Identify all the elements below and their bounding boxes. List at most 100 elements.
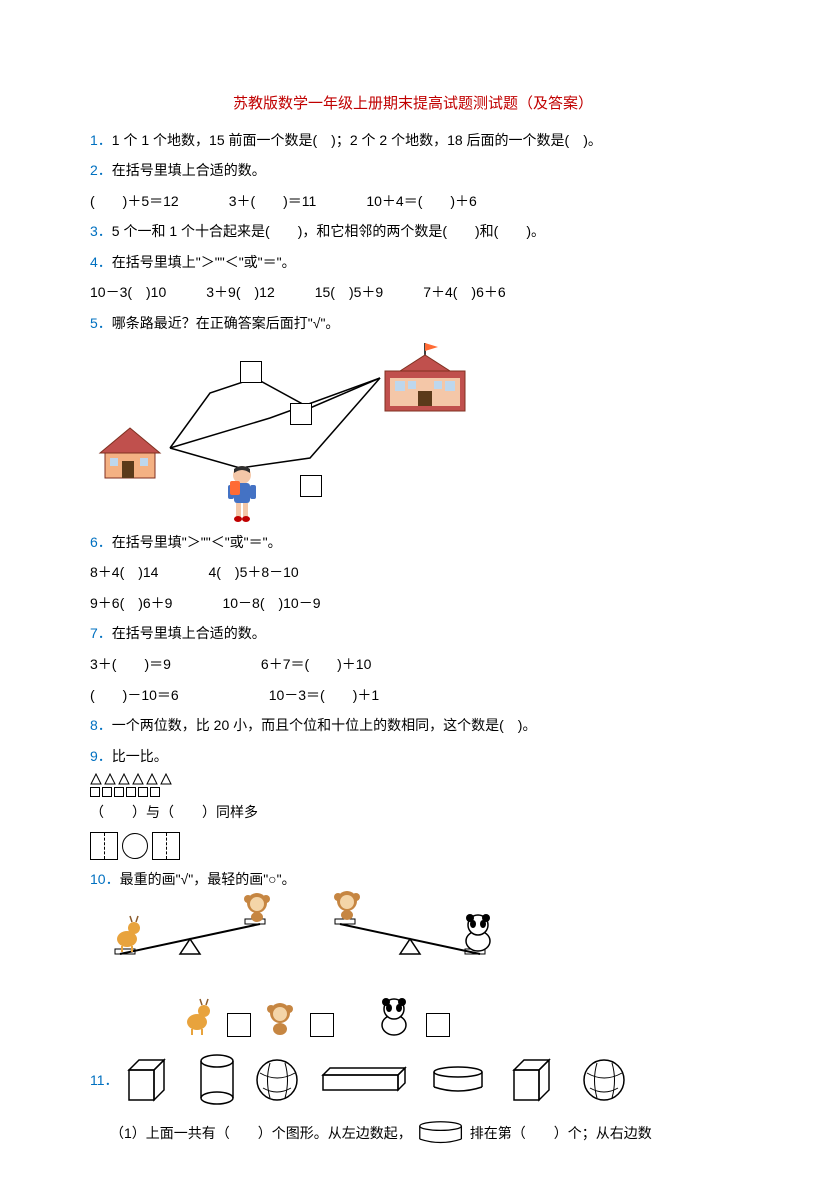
q6-row1: 8＋4( )14 4( )5＋8－10 [90,559,736,586]
q7-r1e2: 6＋7＝( )＋10 [261,651,371,678]
path-checkbox-3[interactable] [300,475,322,497]
triangle-icon [146,773,158,785]
flat-cylinder-icon [431,1065,486,1095]
split-rect-icon [90,832,118,860]
panda-icon [374,995,414,1037]
q7-r2e1: ( )－10＝6 [90,682,179,709]
q6-r2e1: 9＋6( )6＋9 [90,590,172,617]
cube-icon [504,1055,564,1105]
square-icon [90,787,100,797]
deer-icon [180,997,215,1037]
q7-row1: 3＋( )＝9 6＋7＝( )＋10 [90,651,736,678]
q3-num: 3． [90,223,112,239]
sphere-icon [582,1058,627,1103]
q5-diagram [90,343,470,523]
q9-text: 比一比。 [112,748,168,764]
square-icon [126,787,136,797]
q4-expressions: 10－3( )10 3＋9( )12 15( )5＋9 7＋4( )6＋6 [90,279,736,306]
question-9: 9．比一比。 [90,743,736,770]
square-icon [102,787,112,797]
q6-r2e2: 10－8( )10－9 [222,590,320,617]
triangle-icon [104,773,116,785]
q2-expressions: ( )＋5＝12 3＋( )＝11 10＋4＝( )＋6 [90,188,736,215]
q6-row2: 9＋6( )6＋9 10－8( )10－9 [90,590,736,617]
question-8: 8．一个两位数，比 20 小，而且个位和十位上的数相同，这个数是( )。 [90,712,736,739]
q6-num: 6． [90,534,112,550]
triangles-row [90,773,736,785]
triangle-icon [132,773,144,785]
square-icon [150,787,160,797]
square-icon [114,787,124,797]
house-icon [90,423,170,483]
q4-expr1: 10－3( )10 [90,279,166,306]
q6-r1e1: 8＋4( )14 [90,559,158,586]
q11-shapes [119,1053,627,1108]
q2-expr1: ( )＋5＝12 [90,188,179,215]
squares-row [90,787,736,797]
triangle-icon [160,773,172,785]
paths-icon [160,363,390,483]
q2-expr3: 10＋4＝( )＋6 [366,188,476,215]
q1-text: 1 个 1 个地数，15 前面一个数是( )；2 个 2 个地数，18 后面的一… [112,132,602,148]
weight-checkbox-2[interactable] [310,1013,334,1037]
q10-diagram [90,899,540,1039]
doc-title: 苏教版数学一年级上册期末提高试题测试题（及答案） [90,90,736,119]
q8-text: 一个两位数，比 20 小，而且个位和十位上的数相同，这个数是( )。 [112,717,537,733]
q11-sub1-text: （1）上面一共有（ ）个图形。从左边数起， [110,1120,412,1147]
sphere-icon [255,1058,300,1103]
panda-icon [458,911,498,953]
triangle-icon [90,773,102,785]
weight-checkbox-1[interactable] [227,1013,251,1037]
q1-num: 1． [90,132,112,148]
monkey-icon [263,999,298,1037]
q7-row2: ( )－10＝6 10－3＝( )＋1 [90,682,736,709]
cylinder-icon [197,1053,237,1108]
question-10: 10．最重的画"√"，最轻的画"○"。 [90,866,736,893]
q7-num: 7． [90,625,112,641]
q7-r1e1: 3＋( )＝9 [90,651,171,678]
q4-expr3: 15( )5＋9 [315,279,383,306]
question-6: 6．在括号里填"＞""＜"或"＝"。 [90,529,736,556]
monkey-icon [240,889,275,924]
question-2: 2．在括号里填上合适的数。 [90,157,736,184]
question-3: 3．5 个一和 1 个十合起来是( )，和它相邻的两个数是( )和( )。 [90,218,736,245]
q9-num: 9． [90,748,112,764]
circle-icon [122,833,148,859]
q6-r1e2: 4( )5＋8－10 [208,559,298,586]
q2-num: 2． [90,162,112,178]
monkey-icon [330,887,365,922]
path-checkbox-1[interactable] [240,361,262,383]
square-icon [138,787,148,797]
q5-num: 5． [90,315,112,331]
q7-r2e2: 10－3＝( )＋1 [269,682,379,709]
school-icon [380,343,470,423]
q8-num: 8． [90,717,112,733]
deer-icon [110,914,145,954]
question-4: 4．在括号里填上"＞""＜"或"＝"。 [90,249,736,276]
q10-num: 10． [90,871,120,887]
boy-icon [220,463,265,523]
weight-checkbox-3[interactable] [426,1013,450,1037]
cuboid-icon [318,1065,413,1095]
q7-text: 在括号里填上合适的数。 [112,625,266,641]
split-rect-icon [152,832,180,860]
question-1: 1．1 个 1 个地数，15 前面一个数是( )；2 个 2 个地数，18 后面… [90,127,736,154]
q2-text: 在括号里填上合适的数。 [112,162,266,178]
triangle-icon [118,773,130,785]
q2-expr2: 3＋( )＝11 [229,188,317,215]
q4-expr2: 3＋9( )12 [206,279,274,306]
q4-num: 4． [90,254,112,270]
q4-text: 在括号里填上"＞""＜"或"＝"。 [112,254,296,270]
path-checkbox-2[interactable] [290,403,312,425]
q5-text: 哪条路最近？在正确答案后面打"√"。 [112,315,340,331]
cube-icon [119,1055,179,1105]
compare-shapes [90,832,736,860]
q3-text: 5 个一和 1 个十合起来是( )，和它相邻的两个数是( )和( )。 [112,223,545,239]
question-7: 7．在括号里填上合适的数。 [90,620,736,647]
q4-expr4: 7＋4( )6＋6 [423,279,505,306]
q11-num: 11． [90,1067,119,1094]
q9-compare: （ ）与（ ）同样多 [90,799,736,826]
q11-sub1: （1）上面一共有（ ）个图形。从左边数起， 排在第（ ）个；从右边数 [110,1120,736,1147]
q10-text: 最重的画"√"，最轻的画"○"。 [120,871,296,887]
flat-cylinder-inline-icon [416,1120,466,1146]
